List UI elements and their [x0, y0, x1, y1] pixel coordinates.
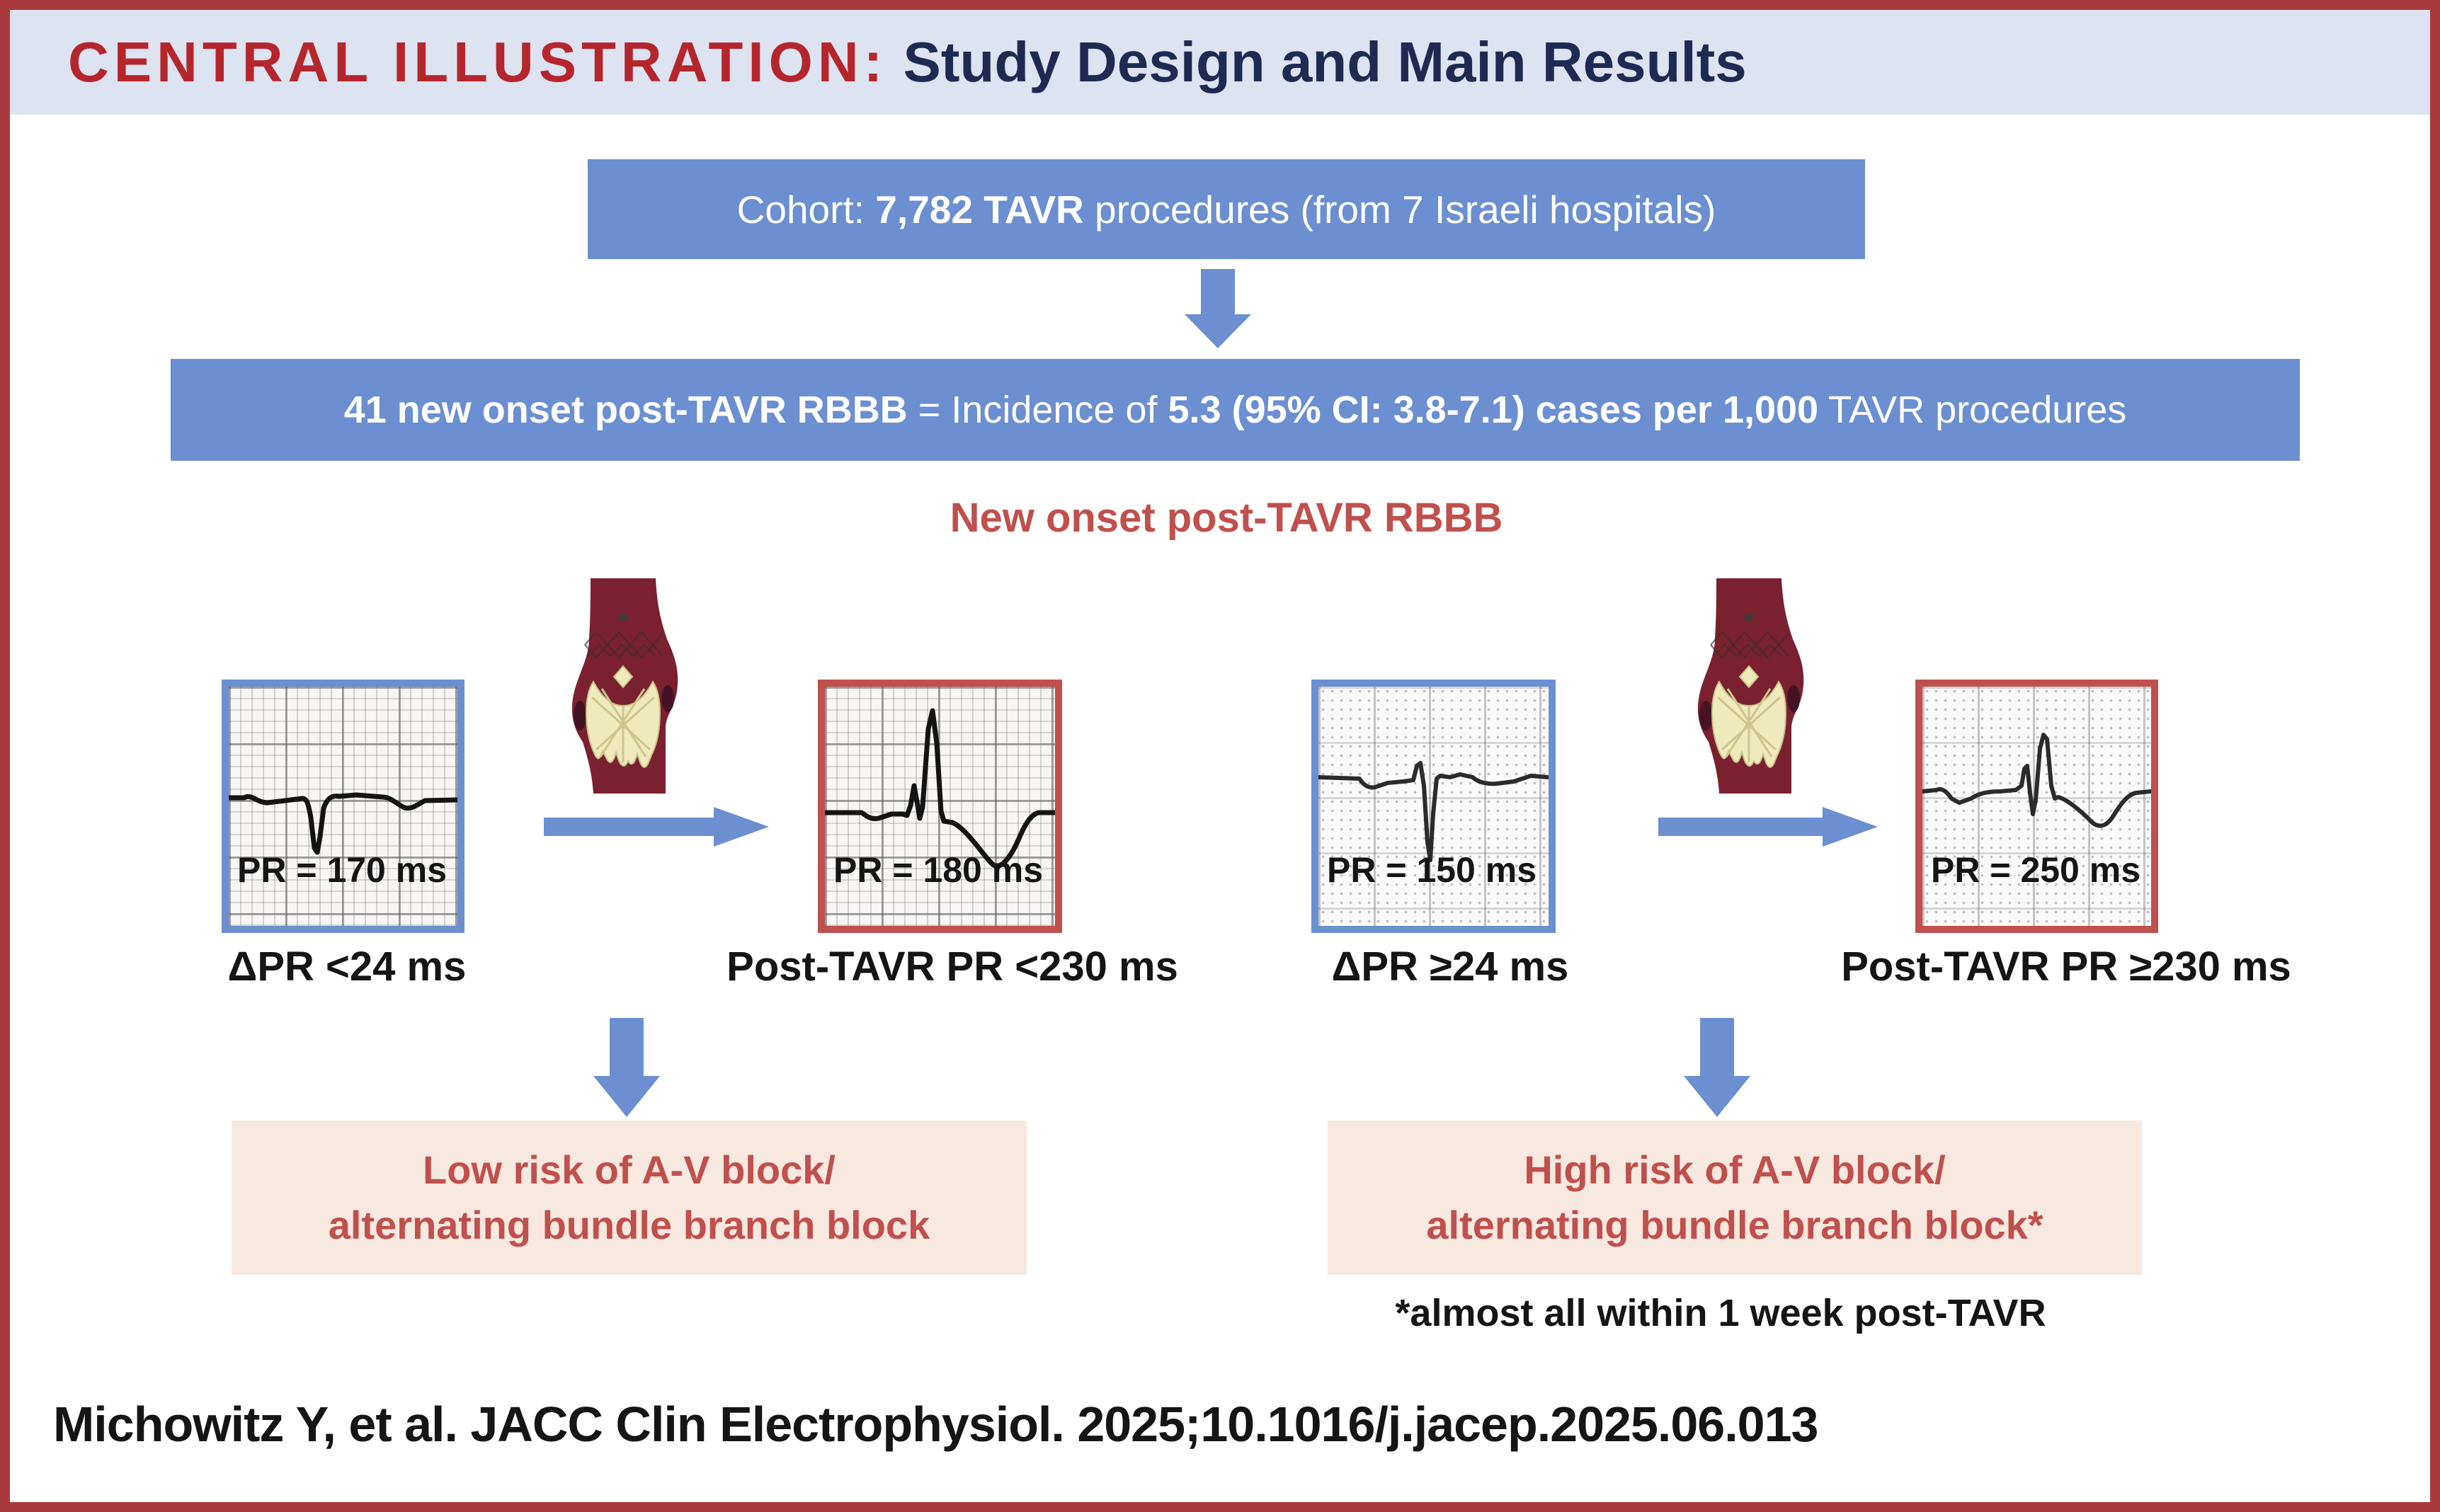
- cohort-suffix: procedures (from 7 Israeli hospitals): [1083, 187, 1716, 231]
- caption-post-tavr-low: Post-TAVR PR <230 ms: [726, 944, 1178, 990]
- ecg-panel-post-high: PR = 250 ms: [1915, 680, 2158, 933]
- citation: Michowitz Y, et al. JACC Clin Electrophy…: [53, 1397, 1818, 1452]
- stent-mesh-upper: [1710, 631, 1789, 659]
- ecg-trace-pre-low: [229, 792, 457, 855]
- down-arrow-low-risk: [593, 1018, 660, 1117]
- incidence-suffix: TAVR procedures: [1818, 389, 2127, 431]
- caption-post-tavr-high: Post-TAVR PR ≥230 ms: [1841, 944, 2291, 990]
- pr-value-post-low: PR = 180 ms: [833, 850, 1044, 890]
- pr-value-post-high: PR = 250 ms: [1931, 850, 2141, 890]
- low-risk-line1: Low risk of A-V block/: [423, 1147, 836, 1192]
- incidence-mid: = Incidence of: [907, 389, 1168, 431]
- incidence-rate: 5.3 (95% CI: 3.8-7.1) cases per 1,000: [1168, 389, 1819, 431]
- low-risk-box: Low risk of A-V block/ alternating bundl…: [232, 1121, 1027, 1275]
- stent-mesh-upper: [584, 631, 663, 659]
- ecg-panel-pre-high: PR = 150 ms: [1311, 680, 1556, 933]
- high-risk-line2: alternating bundle branch block*: [1426, 1203, 2043, 1247]
- cohort-count: 7,782 TAVR: [875, 187, 1084, 231]
- caption-delta-pr-low: ΔPR <24 ms: [227, 944, 467, 990]
- ecg-trace-post-low: [825, 708, 1055, 869]
- incidence-text: 41 new onset post-TAVR RBBB = Incidence …: [344, 388, 2127, 432]
- figure-title: CENTRAL ILLUSTRATION: Study Design and M…: [10, 30, 1747, 95]
- ecg-panel-post-low: PR = 180 ms: [818, 680, 1062, 933]
- pr-value-pre-high: PR = 150 ms: [1327, 850, 1537, 890]
- low-risk-line2: alternating bundle branch block: [328, 1203, 930, 1247]
- figure-header: CENTRAL ILLUSTRATION: Study Design and M…: [10, 10, 2430, 115]
- tavr-valve-illustration-right: [1697, 578, 1804, 794]
- stent-mesh-lower: [1716, 688, 1781, 762]
- tavr-valve-illustration-left: [571, 578, 678, 794]
- high-risk-line1: High risk of A-V block/: [1524, 1147, 1946, 1192]
- pr-value-pre-low: PR = 170 ms: [237, 850, 447, 890]
- right-arrow-left-group: [544, 807, 769, 847]
- stent-mesh-lower: [591, 688, 656, 762]
- ecg-panel-pre-low: PR = 170 ms: [222, 680, 464, 933]
- ecg-trace-pre-high: [1318, 761, 1549, 862]
- right-arrow-right-group: [1658, 807, 1878, 847]
- high-risk-box: High risk of A-V block/ alternating bund…: [1328, 1121, 2142, 1275]
- ecg-trace-post-high: [1922, 733, 2151, 828]
- down-arrow-top: [1185, 269, 1251, 348]
- figure-title-text: Study Design and Main Results: [887, 30, 1747, 93]
- caption-delta-pr-high: ΔPR ≥24 ms: [1331, 944, 1569, 990]
- cohort-box: Cohort: 7,782 TAVR procedures (from 7 Is…: [588, 159, 1865, 259]
- incidence-rbbb-count: 41 new onset post-TAVR RBBB: [343, 389, 908, 431]
- cohort-prefix: Cohort:: [736, 187, 876, 231]
- incidence-box: 41 new onset post-TAVR RBBB = Incidence …: [171, 359, 2300, 461]
- central-illustration-label: CENTRAL ILLUSTRATION:: [68, 30, 888, 93]
- new-onset-rbbb-heading: New onset post-TAVR RBBB: [950, 495, 1503, 541]
- cohort-text: Cohort: 7,782 TAVR procedures (from 7 Is…: [737, 187, 1716, 232]
- down-arrow-high-risk: [1684, 1018, 1750, 1117]
- footnote: *almost all within 1 week post-TAVR: [1395, 1292, 2046, 1334]
